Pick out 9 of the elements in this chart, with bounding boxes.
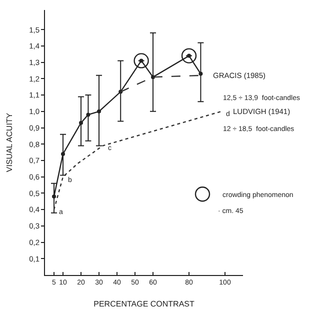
point xyxy=(79,120,83,125)
point xyxy=(97,109,101,114)
x-axis-title: PERCENTAGE CONTRAST xyxy=(94,300,194,308)
y-axis-title: VISUAL ACUITY xyxy=(4,112,14,172)
point xyxy=(61,152,65,156)
point xyxy=(86,112,90,117)
point xyxy=(52,194,56,198)
point xyxy=(198,72,203,76)
line-series xyxy=(53,110,222,210)
